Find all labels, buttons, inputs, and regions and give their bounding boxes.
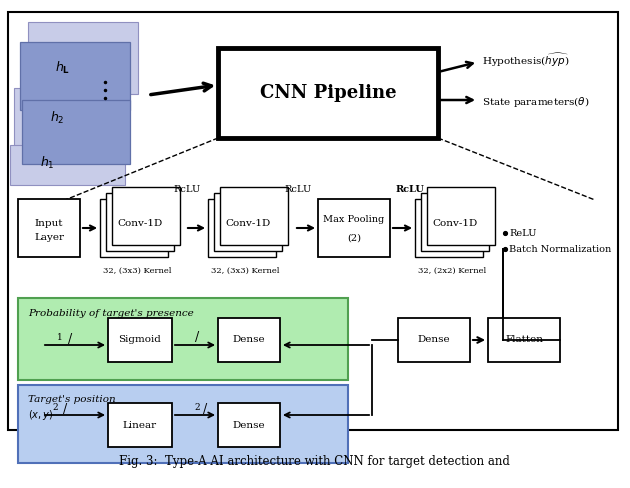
Bar bbox=[10, 145, 125, 185]
Text: 32, (2x2) Kernel: 32, (2x2) Kernel bbox=[418, 267, 486, 275]
Bar bbox=[218, 318, 280, 362]
Text: 2: 2 bbox=[194, 404, 200, 412]
Text: RcLU: RcLU bbox=[396, 184, 425, 194]
Text: $h_\mathbf{L}$: $h_\mathbf{L}$ bbox=[55, 60, 70, 76]
Text: /: / bbox=[203, 404, 207, 416]
Bar bbox=[220, 187, 288, 245]
Bar bbox=[100, 199, 168, 257]
Text: RcLU: RcLU bbox=[284, 184, 312, 194]
Bar bbox=[415, 199, 483, 257]
Bar bbox=[398, 318, 470, 362]
Bar bbox=[218, 403, 280, 447]
Bar bbox=[218, 48, 438, 138]
Text: 1: 1 bbox=[57, 333, 63, 343]
Text: $h_2$: $h_2$ bbox=[50, 110, 64, 126]
Bar bbox=[112, 187, 180, 245]
Bar bbox=[18, 199, 80, 257]
Bar bbox=[20, 42, 130, 110]
Text: ReLU: ReLU bbox=[509, 228, 537, 238]
Text: Flatten: Flatten bbox=[505, 336, 543, 345]
Text: Dense: Dense bbox=[232, 421, 265, 429]
Text: Layer: Layer bbox=[34, 233, 64, 243]
Text: RcLU: RcLU bbox=[173, 184, 200, 194]
Bar bbox=[108, 403, 172, 447]
Text: State parameters($\theta$): State parameters($\theta$) bbox=[482, 95, 589, 109]
Text: Hypothesis($\widehat{hyp}$): Hypothesis($\widehat{hyp}$) bbox=[482, 51, 570, 69]
Bar bbox=[488, 318, 560, 362]
Text: Dense: Dense bbox=[232, 336, 265, 345]
Text: Target's position: Target's position bbox=[28, 394, 116, 404]
Text: Batch Normalization: Batch Normalization bbox=[509, 244, 611, 253]
Text: $h_1$: $h_1$ bbox=[40, 155, 55, 171]
Text: Conv-1D: Conv-1D bbox=[432, 220, 478, 228]
Bar bbox=[8, 12, 618, 430]
Bar bbox=[108, 318, 172, 362]
Bar bbox=[14, 88, 124, 156]
Bar bbox=[106, 193, 174, 251]
Text: Conv-1D: Conv-1D bbox=[117, 220, 163, 228]
Bar bbox=[318, 199, 390, 257]
Text: /: / bbox=[68, 333, 72, 346]
Text: /: / bbox=[195, 331, 199, 345]
Bar bbox=[18, 385, 348, 463]
Bar bbox=[214, 193, 282, 251]
Text: Conv-1D: Conv-1D bbox=[226, 220, 271, 228]
Bar bbox=[28, 22, 138, 94]
Text: (2): (2) bbox=[347, 233, 361, 243]
Bar bbox=[427, 187, 495, 245]
Bar bbox=[22, 100, 130, 164]
Text: $(x,y)$: $(x,y)$ bbox=[28, 408, 54, 422]
Text: Linear: Linear bbox=[123, 421, 157, 429]
Bar bbox=[421, 193, 489, 251]
Bar bbox=[18, 298, 348, 380]
Bar bbox=[208, 199, 276, 257]
Text: Sigmoid: Sigmoid bbox=[118, 336, 161, 345]
Text: 2: 2 bbox=[52, 404, 58, 412]
Text: 32, (3x3) Kernel: 32, (3x3) Kernel bbox=[211, 267, 279, 275]
Text: 32, (3x3) Kernel: 32, (3x3) Kernel bbox=[103, 267, 171, 275]
Text: Dense: Dense bbox=[418, 336, 450, 345]
Text: /: / bbox=[63, 404, 67, 416]
Text: CNN Pipeline: CNN Pipeline bbox=[260, 84, 396, 102]
Text: Max Pooling: Max Pooling bbox=[323, 216, 385, 224]
Text: Probability of target's presence: Probability of target's presence bbox=[28, 309, 194, 319]
Text: Input: Input bbox=[35, 219, 63, 227]
Text: Fig. 3:  Type-A AI architecture with CNN for target detection and: Fig. 3: Type-A AI architecture with CNN … bbox=[118, 455, 510, 468]
